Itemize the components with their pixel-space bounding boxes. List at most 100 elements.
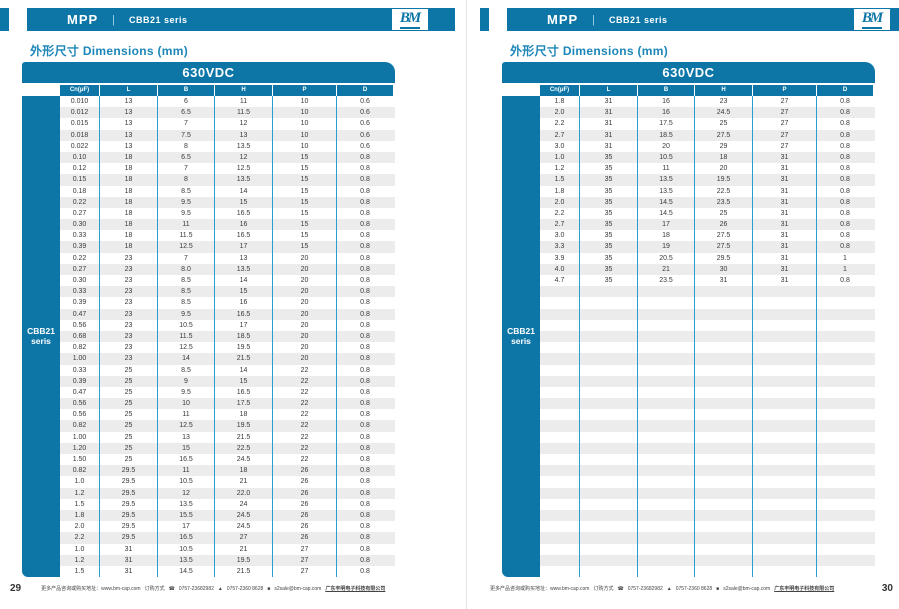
table-cell bbox=[817, 532, 873, 543]
table-cell: 15 bbox=[273, 185, 337, 197]
table-row: 4.0 35 21 30 31 1 bbox=[540, 263, 875, 275]
table-cell: 15 bbox=[273, 174, 337, 186]
table-cell: 31 bbox=[753, 185, 817, 197]
table-cell: 0.15 bbox=[60, 174, 100, 186]
table-cell bbox=[638, 465, 695, 477]
footer-company-name: 广东丰明电子科技有限公司 bbox=[325, 586, 386, 592]
table-cell: 12 bbox=[215, 118, 273, 130]
table-cell bbox=[580, 465, 638, 477]
table-cell: 8.0 bbox=[158, 263, 215, 275]
table-cell: 0.8 bbox=[360, 310, 370, 318]
table-cell: 0.8 bbox=[840, 98, 850, 105]
table-cell: 18 bbox=[100, 219, 158, 231]
table-cell bbox=[638, 454, 695, 466]
table-cell: 11.5 bbox=[215, 107, 273, 119]
table-cell: 23 bbox=[100, 330, 158, 343]
table-cell bbox=[753, 565, 817, 578]
table-cell: 25 bbox=[100, 454, 158, 466]
table-cell: 22 bbox=[273, 398, 337, 410]
footer-phone: 0757-23682982 bbox=[178, 585, 214, 592]
footer-info-text: 更多产品咨询或购买地址：www.bm-cap.com bbox=[490, 586, 590, 592]
table-cell: 31 bbox=[753, 252, 817, 264]
table-cell bbox=[580, 297, 638, 309]
table-cell: 0.8 bbox=[360, 411, 370, 419]
page-number: 30 bbox=[881, 583, 893, 594]
table-row: 1.0 29.5 10.5 21 26 0.8 bbox=[60, 476, 395, 488]
table-cell: 18 bbox=[100, 196, 158, 208]
table-cell bbox=[580, 330, 638, 343]
footer-company-name: 广东丰明电子科技有限公司 bbox=[774, 586, 835, 592]
table-cell: 22 bbox=[273, 375, 337, 387]
table-row: 1.5 31 14.5 21.5 27 0.8 bbox=[60, 565, 395, 578]
table-row: 3.3 35 19 27.5 31 0.8 bbox=[540, 241, 875, 253]
table-cell: 10 bbox=[273, 129, 337, 141]
table-cell: 0.8 bbox=[840, 120, 850, 128]
table-row bbox=[540, 297, 875, 309]
table-row: 2.0 29.5 17 24.5 26 0.8 bbox=[60, 521, 395, 533]
table-cell: 26 bbox=[695, 219, 753, 231]
table-cell: 0.68 bbox=[60, 330, 100, 343]
table-cell: 16 bbox=[638, 107, 695, 119]
table-cell bbox=[695, 319, 753, 331]
table-cell bbox=[638, 297, 695, 309]
table-cell: 31 bbox=[753, 241, 817, 253]
table-cell: 1.2 bbox=[60, 554, 100, 566]
table-cell: 23 bbox=[100, 353, 158, 365]
table-cell bbox=[638, 364, 695, 376]
table-cell: 15.5 bbox=[158, 509, 215, 522]
table-cell: 29.5 bbox=[100, 521, 158, 533]
table-cell: 20 bbox=[273, 330, 337, 343]
table-cell: 8.5 bbox=[158, 185, 215, 197]
table-cell: 0.8 bbox=[840, 209, 850, 217]
table-row bbox=[540, 465, 875, 477]
table-cell: 31 bbox=[100, 543, 158, 555]
table-row: 4.7 35 23.5 31 31 0.8 bbox=[540, 275, 875, 287]
table-cell bbox=[753, 386, 817, 399]
table-cell bbox=[540, 286, 580, 298]
table-cell: 24.5 bbox=[215, 454, 273, 466]
table-cell: 3.3 bbox=[540, 241, 580, 253]
table-row: 0.33 18 11.5 16.5 15 0.8 bbox=[60, 230, 395, 242]
table-cell: 20 bbox=[273, 297, 337, 309]
table-cell: 13.5 bbox=[215, 263, 273, 275]
phone-icon: ☎ bbox=[617, 585, 624, 592]
table-cell: 0.6 bbox=[360, 120, 370, 128]
table-cell: 31 bbox=[753, 219, 817, 231]
table-cell: 21.5 bbox=[215, 565, 273, 578]
table-cell: 14.5 bbox=[638, 196, 695, 208]
table-cell bbox=[695, 498, 753, 510]
table-cell bbox=[695, 476, 753, 488]
table-cell bbox=[540, 353, 580, 365]
table-row bbox=[540, 319, 875, 331]
table-cell: 25 bbox=[695, 207, 753, 220]
table-cell: 4.7 bbox=[540, 275, 580, 287]
table-cell: 25 bbox=[695, 118, 753, 130]
table-cell: 0.39 bbox=[60, 241, 100, 253]
table-cell: 11 bbox=[215, 96, 273, 108]
table-cell bbox=[580, 498, 638, 510]
mail-icon: ■ bbox=[716, 585, 720, 592]
table-cell bbox=[580, 442, 638, 454]
table-cell: 20 bbox=[638, 140, 695, 152]
table-cell: 23.5 bbox=[638, 275, 695, 287]
table-row: 0.015 13 7 12 10 0.6 bbox=[60, 118, 395, 130]
table-cell bbox=[753, 431, 817, 443]
table-cell: 23 bbox=[100, 297, 158, 309]
sidebar-label-line1: CBB21 bbox=[27, 325, 55, 336]
table-cell: 0.8 bbox=[360, 478, 370, 486]
table-cell: 0.39 bbox=[60, 297, 100, 309]
table-cell bbox=[753, 442, 817, 454]
table-cell: 31 bbox=[580, 118, 638, 130]
table-cell: 35 bbox=[580, 263, 638, 275]
table-cell bbox=[695, 543, 753, 555]
table-cell: 6 bbox=[158, 96, 215, 108]
dimensions-table: 630VDC Cn(μF) L B H P D CBB21 seris 0.01… bbox=[22, 62, 395, 578]
table-cell: 8.5 bbox=[158, 297, 215, 309]
table-row: 2.7 35 17 26 31 0.8 bbox=[540, 219, 875, 231]
table-row bbox=[540, 565, 875, 578]
table-cell: 13 bbox=[100, 96, 158, 108]
table-cell: 8.5 bbox=[158, 275, 215, 287]
table-cell bbox=[695, 465, 753, 477]
table-cell bbox=[695, 297, 753, 309]
